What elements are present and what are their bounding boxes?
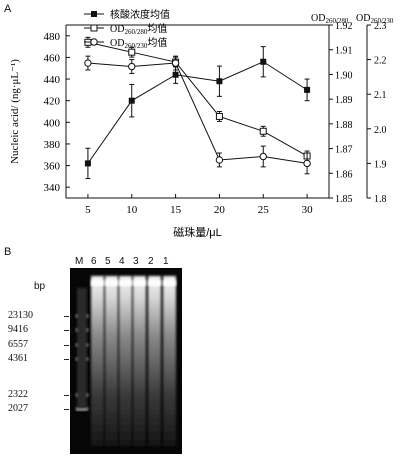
gel-drawing	[76, 276, 176, 446]
bp-tick	[64, 330, 69, 331]
x-tick-label: 15	[170, 204, 182, 216]
data-point	[84, 59, 92, 67]
sample-lane	[148, 276, 161, 446]
y-axis-title: Nucleic acid/ (ng·μL⁻¹)	[9, 59, 21, 164]
y3-tick-label: 2.2	[374, 56, 387, 67]
genomic-band	[91, 280, 104, 286]
sample-lane	[91, 276, 104, 446]
series-line	[87, 61, 308, 164]
data-point	[90, 38, 98, 46]
genomic-band	[133, 280, 146, 286]
sample-lane	[105, 276, 118, 446]
data-point	[260, 58, 267, 65]
data-point	[303, 159, 311, 168]
data-point	[128, 62, 136, 71]
x-tick-label: 20	[214, 204, 226, 216]
bp-label-2027: 2027	[8, 403, 28, 414]
data-point	[171, 59, 180, 67]
data-point	[215, 112, 223, 120]
data-point	[128, 97, 135, 104]
bp-tick	[64, 395, 69, 396]
lane-label-m: M	[75, 256, 84, 267]
data-point	[84, 160, 91, 167]
y-tick-label: 440	[44, 74, 61, 86]
data-point	[172, 71, 179, 78]
data-point	[128, 48, 136, 56]
marker-lane-smear	[77, 288, 87, 408]
y-tick-label: 420	[44, 96, 61, 108]
x-tick-label: 25	[258, 204, 270, 216]
panel-a-label: A	[4, 3, 12, 15]
bp-label-2322: 2322	[8, 389, 28, 400]
series-line	[87, 41, 308, 157]
genomic-band	[119, 280, 132, 286]
y-tick-label: 380	[44, 139, 61, 151]
genomic-band	[105, 280, 118, 286]
y2-tick-label: 1.86	[335, 169, 353, 180]
panel-b-label: B	[4, 246, 12, 258]
series-line	[87, 62, 308, 164]
lane-label-4: 4	[119, 256, 125, 267]
y2-tick-label: 1.90	[335, 70, 353, 81]
gel-panel	[70, 268, 182, 454]
line-chart: 3403603804004204404604801.851.861.871.88…	[9, 8, 394, 239]
bp-unit-label: bp	[34, 281, 46, 292]
data-point	[91, 11, 97, 17]
data-point	[304, 86, 311, 93]
data-point	[216, 78, 223, 85]
sample-lane	[133, 276, 146, 446]
data-point	[259, 127, 267, 135]
genomic-band	[163, 280, 176, 286]
bp-tick	[64, 316, 69, 317]
y2-tick-label: 1.91	[335, 46, 353, 57]
x-tick-label: 10	[126, 204, 138, 216]
data-point	[90, 24, 98, 32]
lane-label-2: 2	[148, 256, 154, 267]
y3-axis-title: OD260/230	[356, 13, 394, 25]
genomic-band	[148, 280, 161, 286]
y2-tick-label: 1.92	[335, 21, 353, 32]
lane-label-1: 1	[163, 256, 169, 267]
bp-label-6557: 6557	[8, 339, 28, 350]
y-tick-label: 400	[44, 117, 61, 129]
bp-label-9416: 9416	[8, 324, 28, 335]
x-tick-label: 5	[85, 204, 91, 216]
sample-lane	[163, 276, 176, 446]
y-tick-label: 460	[44, 52, 61, 64]
bp-tick	[64, 409, 69, 410]
y3-tick-label: 1.9	[374, 159, 387, 170]
marker-band	[76, 407, 88, 411]
x-tick-label: 30	[302, 204, 314, 216]
y-tick-label: 360	[44, 161, 61, 173]
x-axis-title: 磁珠量/μL	[173, 225, 222, 239]
y2-axis-title: OD260/280	[311, 13, 349, 25]
y-tick-label: 340	[44, 182, 61, 194]
bp-tick	[64, 345, 69, 346]
legend-label: OD260/230均值	[110, 36, 167, 50]
y-tick-label: 480	[44, 31, 61, 43]
data-point	[259, 152, 267, 161]
y2-tick-label: 1.89	[335, 95, 353, 106]
legend-label: 核酸浓度均值	[110, 8, 170, 21]
bp-label-23130: 23130	[8, 310, 33, 321]
y2-tick-label: 1.88	[335, 120, 353, 131]
sample-lane	[119, 276, 132, 446]
bp-label-4361: 4361	[8, 353, 28, 364]
y3-tick-label: 1.8	[374, 194, 387, 205]
y3-tick-label: 2.1	[374, 90, 387, 101]
y2-tick-label: 1.85	[335, 194, 353, 205]
bp-tick	[64, 359, 69, 360]
lane-label-6: 6	[91, 256, 97, 267]
lane-label-3: 3	[133, 256, 139, 267]
y2-tick-label: 1.87	[335, 145, 353, 156]
y3-tick-label: 2.0	[374, 125, 387, 136]
lane-label-5: 5	[105, 256, 111, 267]
legend-label: OD260/280均值	[110, 22, 167, 36]
data-point	[215, 156, 224, 164]
y3-tick-label: 2.3	[374, 21, 387, 32]
